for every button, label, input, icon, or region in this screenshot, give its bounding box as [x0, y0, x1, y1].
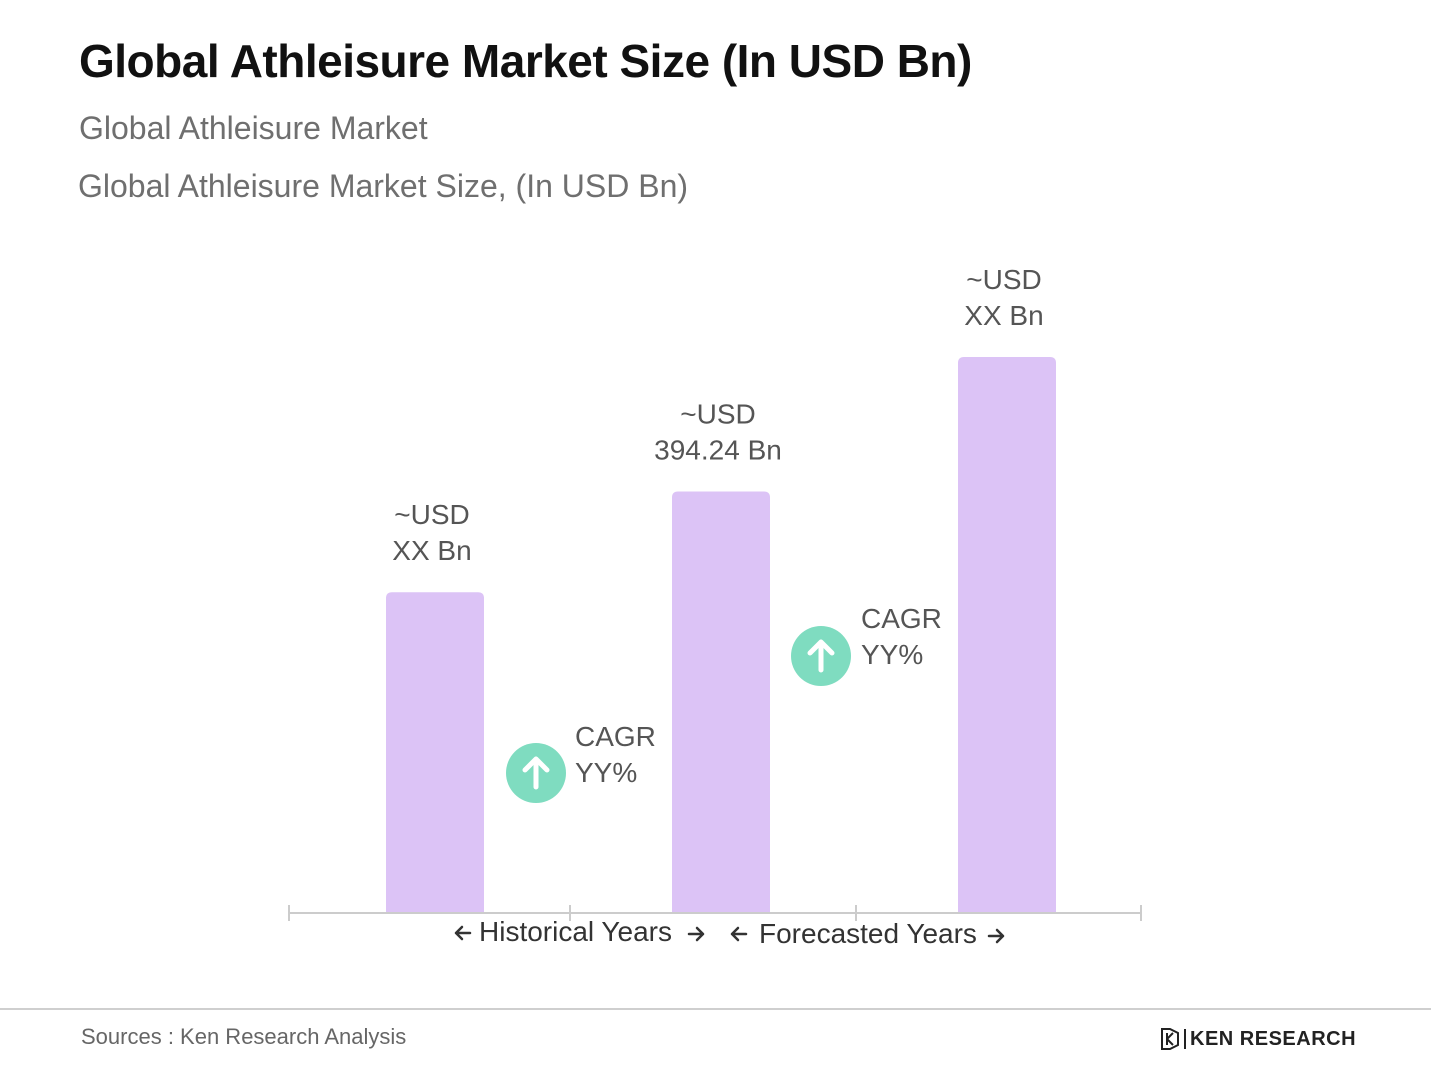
arrow-up-icon	[522, 756, 550, 790]
cagr-label-line1-2: CAGR	[861, 603, 942, 634]
bar-1	[386, 592, 484, 913]
bar-label-line1-2: ~USD	[680, 398, 755, 429]
chart-caption: Global Athleisure Market Size, (In USD B…	[78, 168, 689, 204]
bar-label-line2-1: XX Bn	[392, 535, 471, 566]
arrow-up-icon	[807, 639, 835, 673]
bar-label-line2-3: XX Bn	[964, 300, 1043, 331]
cagr-label-line2-1: YY%	[575, 757, 637, 788]
arrow-left-icon	[454, 925, 472, 941]
cagr-label-line2-2: YY%	[861, 639, 923, 670]
cagr-label-line1-1: CAGR	[575, 721, 656, 752]
ken-research-logo-icon	[1161, 1028, 1179, 1050]
bar-chart: ~USD XX Bn ~USD 394.24 Bn ~USD XX Bn CAGR YY% CA…	[288, 264, 1142, 949]
chart-title: Global Athleisure Market Size (In USD Bn…	[79, 35, 972, 87]
brand-name: KEN RESEARCH	[1190, 1027, 1357, 1050]
sources-note: Sources : Ken Research Analysis	[81, 1024, 407, 1049]
bar-label-line1-3: ~USD	[966, 264, 1041, 295]
arrow-left-icon	[730, 926, 748, 942]
footer-divider	[0, 1008, 1431, 1010]
bar-label-line2-2: 394.24 Bn	[654, 434, 782, 465]
bar-label-line1-1: ~USD	[394, 499, 469, 530]
bar-2	[672, 491, 770, 913]
brand-separator	[1184, 1029, 1186, 1049]
chart-subtitle: Global Athleisure Market	[79, 110, 428, 146]
arrow-right-icon	[687, 926, 705, 942]
arrow-right-icon	[987, 928, 1005, 944]
period-label-forecast: Forecasted Years	[759, 918, 977, 949]
period-label-historical: Historical Years	[479, 916, 672, 947]
brand-logo: KEN RESEARCH	[1160, 1026, 1356, 1052]
bar-3	[958, 357, 1056, 913]
